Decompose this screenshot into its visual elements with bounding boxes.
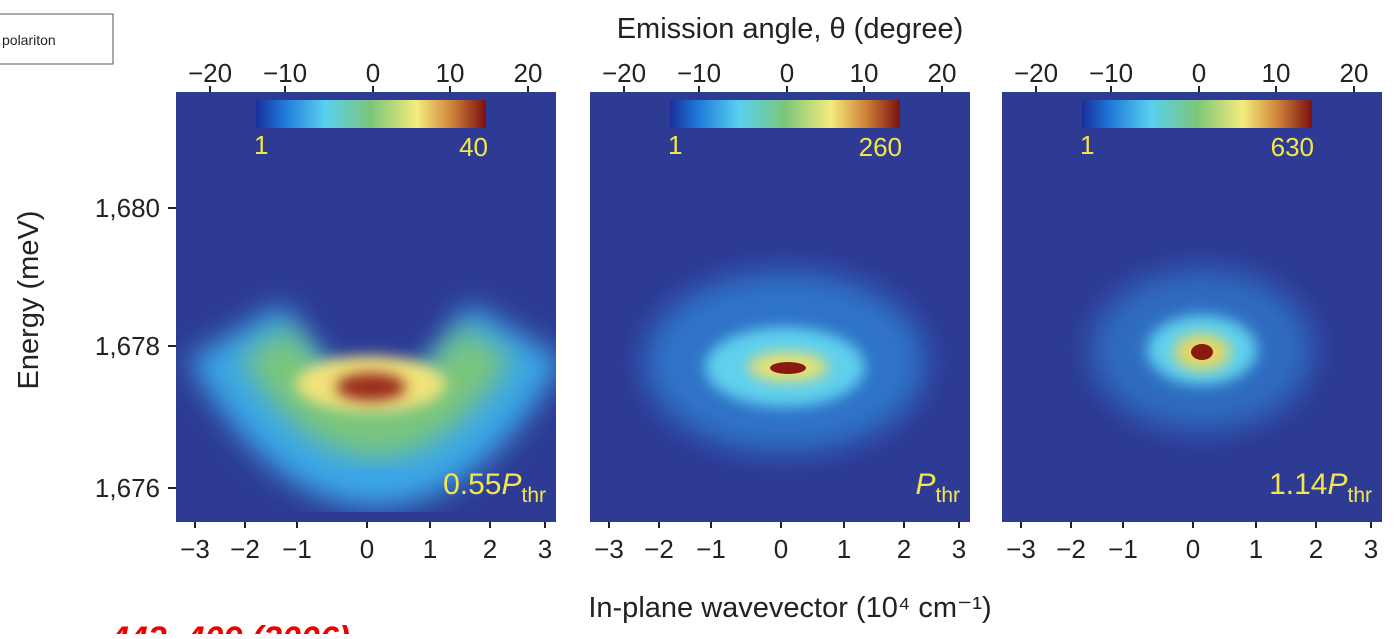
label-subscript: thr (521, 484, 546, 507)
colorbar-min: 1 (668, 130, 682, 160)
bottom-tick-label: −2 (230, 534, 260, 564)
bottom-tick-label: 2 (1309, 534, 1323, 564)
bottom-tick-label: 3 (1364, 534, 1378, 564)
top-tick-label: −20 (1014, 58, 1058, 88)
colorbar (1082, 100, 1312, 128)
top-tick-label: 10 (1262, 58, 1291, 88)
bottom-tick-label: −1 (282, 534, 312, 564)
bottom-tick-label: 0 (360, 534, 374, 564)
label-symbol: P (915, 468, 935, 501)
top-tick-label: 20 (1340, 58, 1369, 88)
panel: 1 40 0.55Pthr (176, 92, 556, 522)
top-tick-label: 0 (780, 58, 794, 88)
bottom-tick-label: 1 (423, 534, 437, 564)
bottom-tick-label: −3 (1006, 534, 1036, 564)
top-tick-label: 10 (436, 58, 465, 88)
colorbar-max: 40 (459, 132, 488, 162)
bottom-tick-label: 3 (538, 534, 552, 564)
bottom-tick-label: −1 (1108, 534, 1138, 564)
top-tick-label: −20 (602, 58, 646, 88)
top-tick-label: 0 (1192, 58, 1206, 88)
label-prefix: 0.55 (443, 468, 501, 501)
bottom-tick-label: 2 (483, 534, 497, 564)
colorbar-min: 1 (1080, 130, 1094, 160)
label-subscript: thr (1347, 484, 1372, 507)
glow (1191, 344, 1213, 360)
bottom-tick-label: 1 (837, 534, 851, 564)
glow (240, 325, 512, 457)
panel: 1 630 1.14Pthr (1002, 92, 1382, 522)
left-tick-label: 1,678 (95, 331, 160, 361)
panel-label: Pthr (915, 468, 960, 507)
colorbar-max: 630 (1271, 132, 1314, 162)
label-symbol: P (501, 468, 521, 501)
left-tick-label: 1,680 (95, 193, 160, 223)
colorbar-max: 260 (859, 132, 902, 162)
bottom-tick-label: −3 (594, 534, 624, 564)
top-tick-label: −20 (188, 58, 232, 88)
colorbar (256, 100, 486, 128)
bottom-tick-label: −2 (644, 534, 674, 564)
left-tick-label: 1,676 (95, 473, 160, 503)
top-tick-label: −10 (263, 58, 307, 88)
glow (770, 362, 806, 374)
glow (336, 373, 406, 401)
top-tick-label: 20 (928, 58, 957, 88)
colorbar (670, 100, 900, 128)
bottom-axis-title: In-plane wavevector (10⁴ cm⁻¹) (588, 592, 991, 624)
label-subscript: thr (935, 484, 960, 507)
bottom-tick-label: −2 (1056, 534, 1086, 564)
bottom-tick-label: 0 (1186, 534, 1200, 564)
bottom-tick-label: −1 (696, 534, 726, 564)
bottom-tick-label: 3 (952, 534, 966, 564)
panel: 1 260 Pthr (590, 92, 970, 522)
top-tick-label: 0 (366, 58, 380, 88)
top-axis-title: Emission angle, θ (degree) (617, 13, 964, 45)
top-tick-label: 20 (514, 58, 543, 88)
panel-label: 1.14Pthr (1269, 468, 1372, 507)
bottom-tick-label: 1 (1249, 534, 1263, 564)
label-symbol: P (1327, 468, 1347, 501)
top-tick-label: −10 (677, 58, 721, 88)
note-box (0, 13, 114, 65)
bottom-tick-label: 0 (774, 534, 788, 564)
note: polariton (2, 32, 56, 48)
top-tick-label: −10 (1089, 58, 1133, 88)
top-tick-label: 10 (850, 58, 879, 88)
panel-label: 0.55Pthr (443, 468, 546, 507)
bottom-tick-label: 2 (897, 534, 911, 564)
left-axis-title: Energy (meV) (13, 211, 45, 390)
citation: 443, 409 (2006) (109, 620, 350, 634)
label-prefix: 1.14 (1269, 468, 1327, 501)
bottom-tick-label: −3 (180, 534, 210, 564)
colorbar-min: 1 (254, 130, 268, 160)
